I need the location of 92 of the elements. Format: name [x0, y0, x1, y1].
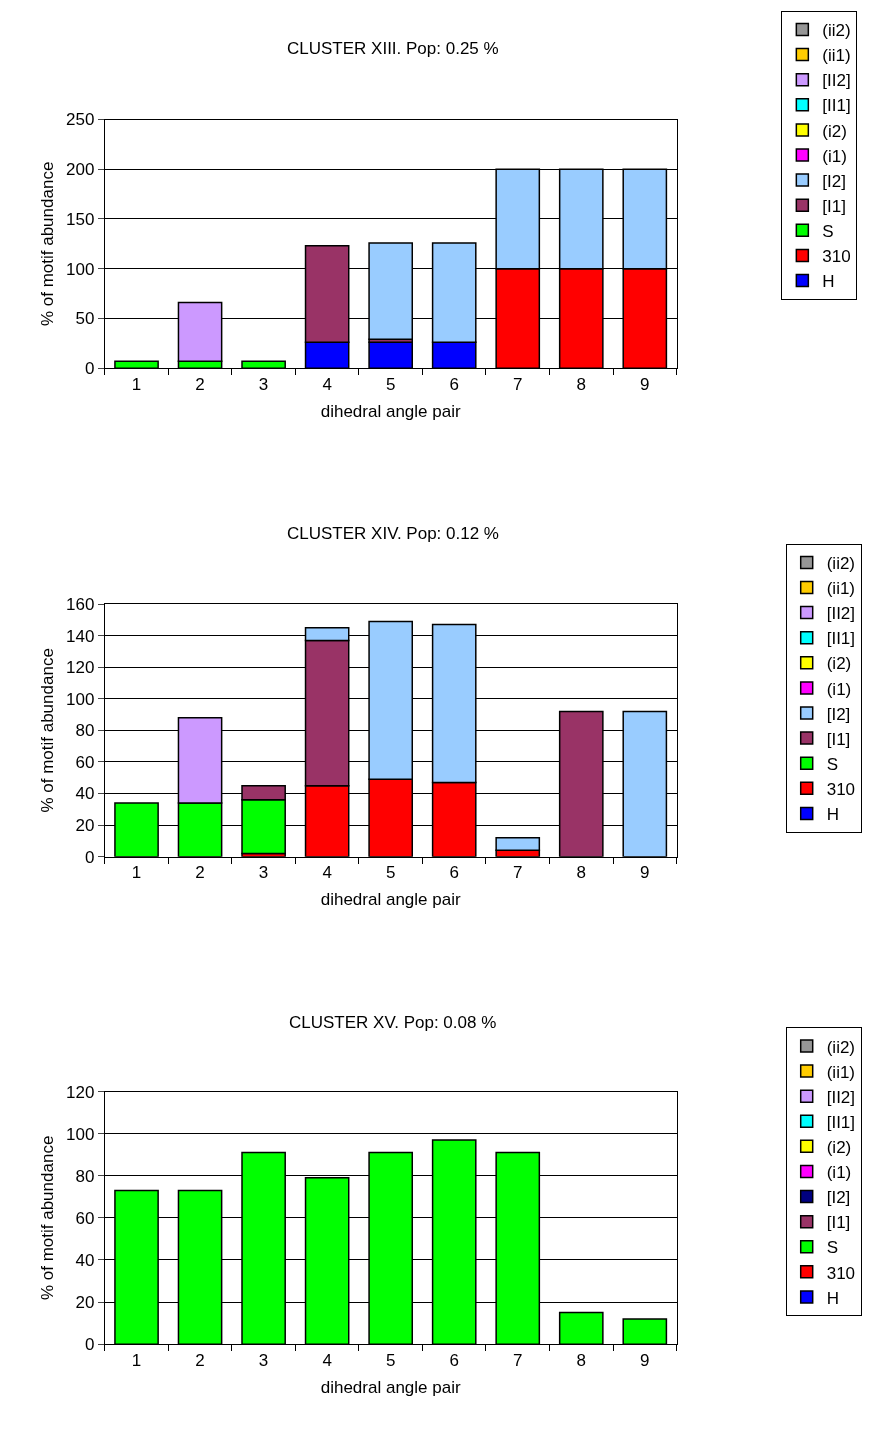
- chart-title: CLUSTER XV. Pop: 0.08 %: [289, 1013, 497, 1032]
- legend-label: (ii2): [822, 21, 851, 41]
- y-tick-label: 0: [84, 847, 95, 867]
- legend-label: [I2]: [822, 171, 846, 191]
- x-tick-label: 2: [195, 863, 205, 883]
- legend-label: (ii1): [826, 579, 856, 599]
- x-tick-label: 6: [449, 863, 459, 883]
- legend-label: 310: [826, 1263, 856, 1283]
- x-tick-label: 1: [131, 863, 142, 883]
- y-tick-label: 200: [65, 160, 95, 180]
- x-axis-title: dihedral angle pair: [320, 1377, 461, 1397]
- legend-label: H: [822, 272, 835, 292]
- y-tick-label: 80: [75, 1166, 95, 1186]
- legend-label: [I1]: [826, 1213, 851, 1233]
- x-tick-label: 3: [258, 1350, 269, 1370]
- x-tick-label: 7: [513, 1350, 523, 1370]
- chart-title: CLUSTER XIV. Pop: 0.12 %: [287, 524, 499, 543]
- x-tick-label: 9: [640, 374, 650, 394]
- legend-label: [II2]: [822, 71, 851, 91]
- y-tick-label: 0: [84, 359, 95, 379]
- legend-label: (ii2): [826, 1037, 856, 1057]
- y-tick-label: 100: [65, 1124, 95, 1144]
- x-tick-label: 5: [385, 863, 396, 883]
- x-tick-label: 4: [322, 863, 332, 883]
- legend-label: S: [826, 1238, 839, 1258]
- x-tick-label: 3: [258, 374, 269, 394]
- legend-label: [II2]: [826, 1087, 856, 1107]
- legend-label: (i1): [822, 146, 847, 166]
- legend-label: 310: [822, 247, 851, 267]
- y-tick-label: 50: [75, 309, 95, 329]
- y-tick-label: 120: [65, 658, 95, 678]
- x-tick-label: 8: [576, 863, 586, 883]
- x-tick-label: 9: [640, 1350, 650, 1370]
- x-tick-label: 7: [513, 863, 523, 883]
- x-tick-label: 8: [576, 1350, 586, 1370]
- legend-label: [II1]: [826, 629, 856, 649]
- x-tick-label: 4: [322, 1350, 332, 1370]
- x-tick-label: 3: [258, 863, 269, 883]
- legend-label: [I1]: [826, 729, 851, 749]
- legend-label: (i2): [826, 654, 852, 674]
- x-tick-label: 9: [640, 863, 650, 883]
- y-tick-label: 100: [65, 259, 95, 279]
- legend-label: S: [822, 221, 834, 241]
- y-tick-label: 0: [84, 1335, 95, 1355]
- x-axis-title: dihedral angle pair: [320, 890, 461, 910]
- y-tick-label: 40: [75, 1250, 95, 1270]
- y-tick-label: 60: [75, 752, 95, 772]
- chart-title: CLUSTER XIII. Pop: 0.25 %: [287, 39, 499, 58]
- y-tick-label: 60: [75, 1208, 95, 1228]
- y-axis-title: % of motif abundance: [37, 648, 57, 813]
- legend-label: (ii2): [826, 554, 856, 574]
- x-tick-label: 7: [513, 374, 523, 394]
- legend-label: [I1]: [822, 196, 846, 216]
- y-tick-label: 150: [65, 209, 95, 229]
- y-axis-title: % of motif abundance: [37, 1135, 57, 1301]
- legend-label: S: [826, 754, 839, 774]
- legend-label: H: [826, 1288, 839, 1308]
- legend-label: [II2]: [826, 604, 856, 624]
- y-tick-label: 140: [65, 626, 95, 646]
- legend-label: (ii1): [822, 46, 851, 66]
- y-tick-label: 80: [75, 721, 95, 741]
- y-tick-label: 20: [75, 1293, 95, 1313]
- y-tick-label: 20: [75, 816, 95, 836]
- x-tick-label: 1: [131, 374, 142, 394]
- legend-label: H: [826, 805, 839, 825]
- x-tick-label: 5: [385, 1350, 396, 1370]
- legend-label: (i1): [826, 679, 852, 699]
- x-tick-label: 5: [385, 374, 396, 394]
- bar: [495, 836, 541, 852]
- y-axis-title: % of motif abundance: [37, 161, 57, 327]
- x-tick-label: 2: [195, 1350, 205, 1370]
- legend-label: (i2): [826, 1137, 852, 1157]
- legend-label: [II1]: [822, 96, 851, 116]
- x-axis-title: dihedral angle pair: [320, 402, 461, 422]
- y-tick-label: 40: [75, 784, 95, 804]
- y-tick-label: 250: [65, 110, 95, 130]
- legend-label: 310: [826, 779, 856, 799]
- y-tick-label: 120: [65, 1082, 95, 1102]
- y-tick-label: 100: [65, 689, 95, 709]
- legend-label: [I2]: [826, 1188, 851, 1208]
- x-tick-label: 4: [322, 374, 332, 394]
- legend-label: [I2]: [826, 704, 851, 724]
- legend-label: (i2): [822, 121, 847, 141]
- y-tick-label: 160: [65, 595, 95, 615]
- x-tick-label: 2: [195, 374, 205, 394]
- legend-label: (i1): [826, 1163, 852, 1183]
- x-tick-label: 6: [449, 374, 459, 394]
- legend-label: [II1]: [826, 1112, 856, 1132]
- x-tick-label: 6: [449, 1350, 459, 1370]
- x-tick-label: 8: [576, 374, 586, 394]
- legend-label: (ii1): [826, 1062, 856, 1082]
- x-tick-label: 1: [131, 1350, 142, 1370]
